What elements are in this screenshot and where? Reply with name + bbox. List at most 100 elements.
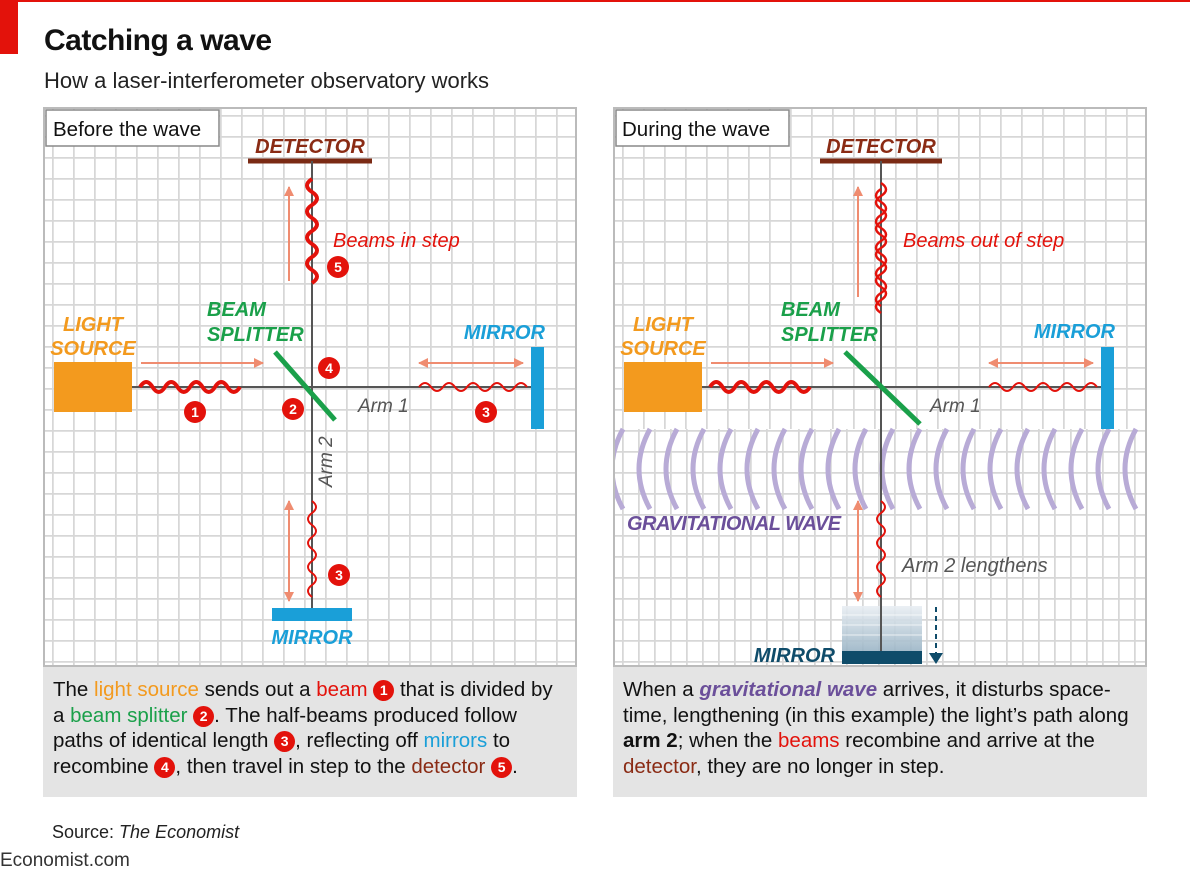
caption-detector: detector — [623, 754, 696, 778]
svg-text:4: 4 — [325, 360, 333, 376]
panel-label: During the wave — [622, 118, 770, 141]
source-note: Source: The Economist — [52, 822, 239, 843]
chart-title: Catching a wave — [44, 24, 272, 57]
diagram-before: Before the wave DETECTOR LIGHT SOURCE BE… — [45, 109, 575, 665]
caption-during: When a gravitational wave arrives, it di… — [613, 667, 1147, 797]
caption-text: The — [53, 678, 95, 701]
light-source-box — [624, 362, 702, 412]
gravitational-wave-arc — [771, 427, 788, 511]
panel-label-box — [45, 109, 220, 147]
detector-label: DETECTOR — [826, 136, 936, 158]
gravitational-wave-arc — [933, 427, 950, 511]
beam-splitter — [843, 350, 922, 426]
svg-text:2: 2 — [289, 401, 297, 417]
gravitational-wave-arc — [960, 427, 977, 511]
arm1-label: Arm 1 — [929, 396, 981, 417]
caption-text: . — [512, 754, 518, 778]
mirror-right-label: MIRROR — [464, 322, 546, 344]
caption-beam: beam — [316, 678, 368, 701]
light-source-label-2: SOURCE — [50, 338, 136, 360]
beam-splitter — [273, 350, 337, 422]
gravitational-wave-arc — [1122, 427, 1139, 511]
marker-3-arm1: 3 — [475, 401, 497, 423]
caption-text: ; when the — [677, 729, 779, 752]
gravitational-wave-arc — [825, 427, 842, 511]
gravitational-wave-arc — [717, 427, 734, 511]
caption-gravitational-wave: gravitational wave — [699, 678, 878, 701]
caption-text: . The half-beams produced follow paths o… — [53, 703, 517, 753]
gravitational-wave-arc — [744, 427, 761, 511]
svg-text:3: 3 — [335, 567, 343, 583]
light-source-label-1: LIGHT — [633, 314, 695, 336]
gravitational-wave-arc — [798, 427, 815, 511]
caption-text: sends out a — [198, 678, 317, 701]
gravitational-wave-arc — [1014, 427, 1031, 511]
caption-text: to recombine — [53, 729, 511, 778]
top-rule — [0, 0, 1190, 2]
gravitational-wave-arc — [987, 427, 1004, 511]
marker-2: 2 — [282, 398, 304, 420]
marker-3-arm2: 3 — [328, 564, 350, 586]
marker-5: 5 — [327, 256, 349, 278]
arm2-lengthens-label: Arm 2 lengthens — [901, 555, 1048, 577]
gravitational-wave-arc — [1095, 427, 1112, 511]
beam-splitter-label-1: BEAM — [781, 299, 841, 321]
gravitational-wave-arc — [906, 427, 923, 511]
caption-text: arrives, it disturbs space-time, lengthe… — [623, 678, 1129, 727]
caption-marker-5: 5 — [491, 756, 513, 778]
caption-text: , they are no longer in step. — [695, 754, 945, 778]
caption-text: recombine and arrive at the — [839, 729, 1095, 752]
light-source-label-2: SOURCE — [620, 338, 706, 360]
beam-splitter-label-1: BEAM — [207, 299, 267, 321]
caption-detector: detector — [411, 754, 486, 778]
light-source-label-1: LIGHT — [63, 314, 125, 336]
mirror-bottom — [272, 608, 352, 621]
panel-label: Before the wave — [53, 118, 201, 141]
marker-1: 1 — [184, 401, 206, 423]
mirror-bottom-label: MIRROR — [754, 645, 836, 667]
caption-marker-2: 2 — [193, 705, 215, 727]
panel-label-box — [615, 109, 790, 147]
arm1-wave — [418, 382, 528, 392]
caption-beams: beams — [778, 729, 840, 752]
gravitational-wave-arc — [1041, 427, 1058, 511]
light-source-box — [54, 362, 132, 412]
footer-brand: Economist.com — [0, 850, 130, 871]
arm1-label: Arm 1 — [357, 396, 409, 417]
gravitational-wave-arc — [690, 427, 707, 511]
output-wave — [305, 177, 319, 285]
diagram-during: During the wave DETECTOR LIGHT SOURCE BE… — [615, 109, 1145, 667]
caption-text: , then travel in step to the — [175, 754, 412, 778]
caption-marker-1: 1 — [373, 680, 395, 701]
arm2-wave — [876, 500, 886, 598]
arm1-wave — [988, 382, 1098, 392]
beam-splitter-label-2: SPLITTER — [781, 324, 878, 346]
caption-text: that is divided by a — [53, 678, 553, 727]
beam-splitter-label-2: SPLITTER — [207, 324, 304, 346]
arm2-wave — [307, 500, 317, 598]
panel-before-wave: Before the wave DETECTOR LIGHT SOURCE BE… — [43, 107, 577, 667]
gravitational-wave-label: GRAVITATIONAL WAVE — [627, 513, 842, 535]
mirror-right — [1101, 347, 1114, 429]
mirror-right-label: MIRROR — [1034, 321, 1116, 343]
caption-beam-splitter: beam splitter — [70, 703, 188, 727]
caption-text: , reflecting off — [295, 729, 424, 752]
caption-arm2: arm 2 — [623, 729, 678, 752]
caption-light-source: light source — [94, 678, 199, 701]
panel-during-wave: During the wave DETECTOR LIGHT SOURCE BE… — [613, 107, 1147, 667]
svg-text:3: 3 — [482, 404, 490, 420]
beam1-wave — [708, 380, 812, 394]
chart-subtitle: How a laser-interferometer observatory w… — [44, 68, 490, 93]
output-wave-b — [874, 187, 888, 308]
caption-marker-3: 3 — [274, 731, 296, 752]
svg-text:5: 5 — [334, 259, 342, 275]
brand-tab — [0, 0, 18, 54]
source-prefix: Source: — [52, 822, 120, 842]
caption-before: The light source sends out a beam 1 that… — [43, 667, 577, 797]
caption-text: When a — [623, 678, 700, 701]
caption-marker-4: 4 — [154, 756, 176, 778]
gravitational-wave-arc — [636, 427, 653, 511]
mirror-bottom — [842, 651, 922, 664]
svg-text:1: 1 — [191, 404, 199, 420]
arm2-label: Arm 2 — [316, 436, 337, 488]
